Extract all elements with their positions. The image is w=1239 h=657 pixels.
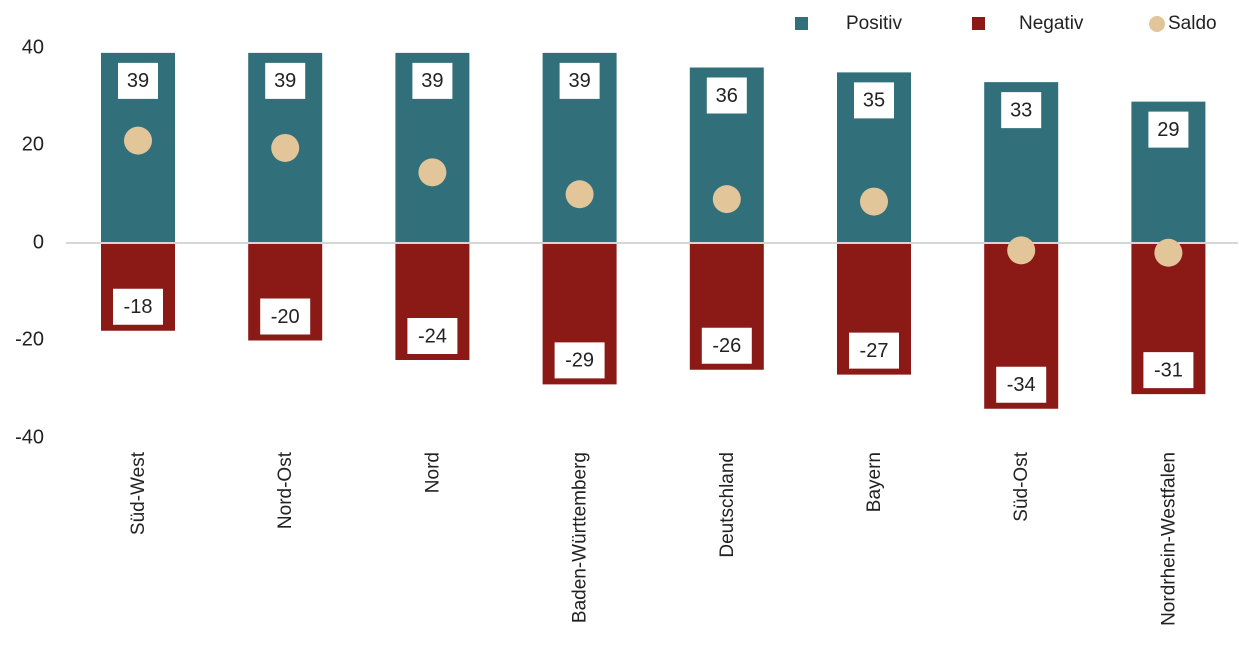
data-label-box-negativ bbox=[996, 366, 1047, 403]
legend-label-saldo: Saldo bbox=[1168, 13, 1217, 34]
x-tick-label: Nordrhein-Westfalen bbox=[1158, 452, 1179, 626]
data-label-negativ: -26 bbox=[712, 335, 741, 357]
point-saldo bbox=[1154, 238, 1183, 267]
point-saldo bbox=[712, 185, 741, 214]
data-label-negativ: -34 bbox=[1007, 374, 1036, 396]
data-label-negativ: -29 bbox=[565, 350, 594, 372]
x-tick-label: Nord bbox=[422, 452, 443, 493]
data-label-box-negativ bbox=[113, 288, 163, 325]
data-label-negativ: -18 bbox=[124, 296, 153, 318]
point-saldo bbox=[271, 133, 300, 162]
data-label-box-positiv bbox=[1001, 92, 1042, 129]
legend-swatch-negativ bbox=[972, 17, 985, 30]
y-tick-label: 40 bbox=[22, 36, 44, 58]
data-label-box-negativ bbox=[554, 342, 605, 379]
y-tick-label: 0 bbox=[33, 231, 44, 253]
point-saldo bbox=[1007, 236, 1036, 265]
point-saldo bbox=[565, 180, 594, 209]
data-label-box-positiv bbox=[706, 77, 747, 114]
saldo-dots-layer bbox=[124, 126, 1183, 267]
data-label-box-positiv bbox=[1148, 111, 1189, 148]
data-label-box-positiv bbox=[559, 62, 600, 99]
data-label-positiv: 36 bbox=[716, 85, 738, 107]
data-label-box-positiv bbox=[412, 62, 453, 99]
x-tick-label: Bayern bbox=[864, 452, 885, 512]
y-axis: 40 20 0 -20 -40 bbox=[15, 36, 44, 448]
point-saldo bbox=[418, 158, 447, 187]
x-tick-label: Deutschland bbox=[717, 452, 738, 558]
legend-label-negativ: Negativ bbox=[1019, 13, 1084, 34]
data-label-positiv: 33 bbox=[1010, 99, 1032, 121]
x-tick-label: Süd-Ost bbox=[1011, 451, 1032, 521]
x-tick-label: Nord-Ost bbox=[275, 451, 296, 529]
data-label-positiv: 39 bbox=[127, 70, 149, 92]
data-label-box-negativ bbox=[849, 332, 899, 369]
value-labels-layer: 39 -18 39 -20 39 -24 39 -29 36 -26 35 -27 33 -34 29 -31 bbox=[113, 62, 1194, 403]
data-label-positiv: 39 bbox=[421, 70, 443, 92]
x-tick-label: Süd-West bbox=[128, 451, 149, 535]
legend-swatch-positiv bbox=[795, 17, 808, 30]
y-tick-label: 20 bbox=[22, 133, 44, 155]
legend: Positiv Negativ Saldo bbox=[795, 13, 1217, 34]
data-label-positiv: 29 bbox=[1157, 119, 1179, 141]
data-label-box-positiv bbox=[265, 62, 306, 99]
data-label-box-negativ bbox=[260, 298, 311, 335]
legend-label-positiv: Positiv bbox=[846, 13, 902, 34]
point-saldo bbox=[860, 187, 888, 216]
x-tick-label: Baden-Württemberg bbox=[570, 452, 591, 623]
data-label-negativ: -20 bbox=[271, 306, 300, 328]
data-label-positiv: 35 bbox=[863, 90, 885, 112]
y-tick-label: -20 bbox=[15, 328, 44, 350]
y-tick-label: -40 bbox=[15, 426, 44, 448]
data-label-box-negativ bbox=[701, 327, 752, 364]
data-label-negativ: -24 bbox=[418, 325, 447, 347]
legend-swatch-saldo bbox=[1149, 16, 1165, 32]
data-label-box-positiv bbox=[118, 62, 158, 99]
data-label-positiv: 39 bbox=[274, 70, 296, 92]
data-label-negativ: -27 bbox=[860, 340, 889, 362]
data-label-negativ: -31 bbox=[1154, 359, 1183, 381]
data-label-box-positiv bbox=[854, 82, 894, 119]
x-axis-labels: Süd-West Nord-Ost Nord Baden-Württemberg Deu… bbox=[128, 451, 1179, 626]
data-label-positiv: 39 bbox=[568, 70, 590, 92]
point-saldo bbox=[124, 126, 152, 155]
data-label-box-negativ bbox=[407, 318, 458, 354]
data-label-box-negativ bbox=[1143, 352, 1194, 389]
